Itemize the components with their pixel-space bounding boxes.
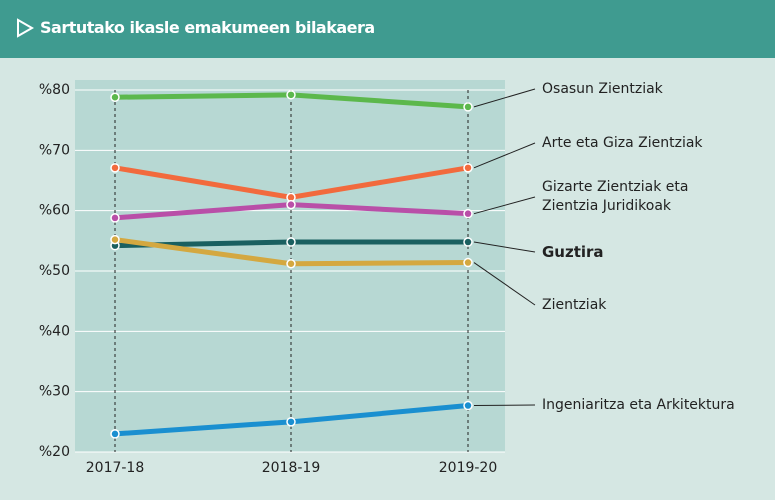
y-tick-label: %30 [39, 384, 70, 400]
point [286, 259, 296, 269]
point [463, 208, 473, 219]
leader-line [473, 404, 536, 407]
y-tick-label: %60 [39, 203, 70, 219]
point [463, 257, 473, 268]
point [110, 429, 120, 439]
leader-line [473, 196, 536, 215]
point [110, 213, 120, 223]
legend-label: Guztira [542, 243, 604, 261]
point [110, 92, 120, 102]
point [110, 234, 120, 245]
legend-label: Arte eta Giza Zientziak [542, 135, 703, 151]
chart-title: Sartutako ikasle emakumeen bilakaera [40, 18, 375, 37]
y-tick-label: %70 [39, 142, 70, 158]
x-tick-label: 2018-19 [262, 460, 321, 476]
y-tick-label: %80 [39, 82, 70, 98]
x-tick-label: 2019-20 [439, 460, 498, 476]
point [286, 199, 296, 210]
point [286, 237, 296, 247]
point [110, 163, 120, 173]
legend-label: Zientziak [542, 297, 607, 313]
point [286, 90, 296, 100]
icon [17, 18, 35, 38]
leader-line [473, 262, 536, 306]
x-tick-label: 2017-18 [86, 460, 145, 476]
y-tick-label: %50 [39, 263, 70, 279]
y-tick-label: %20 [39, 444, 70, 460]
point [463, 400, 473, 411]
leader-line [473, 88, 536, 108]
point [286, 417, 296, 427]
point [463, 102, 473, 112]
header [0, 0, 775, 58]
leader-line [473, 241, 536, 253]
point [463, 163, 473, 173]
point [463, 237, 473, 247]
legend-label: Gizarte Zientziak eta Zientzia Juridikoa… [542, 179, 689, 214]
legend-label: Osasun Zientziak [542, 81, 663, 97]
legend-label: Ingeniaritza eta Arkitektura [542, 397, 735, 413]
leader-line [473, 142, 536, 169]
y-tick-label: %40 [39, 323, 70, 339]
